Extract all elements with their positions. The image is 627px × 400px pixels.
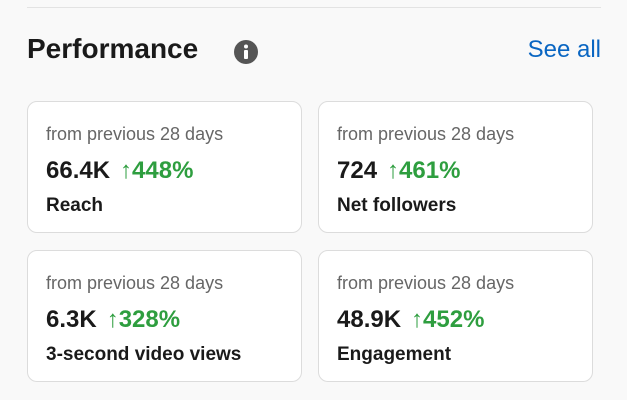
card-subtitle: from previous 28 days bbox=[46, 273, 224, 293]
card-subtitle: from previous 28 days bbox=[46, 124, 224, 144]
metric-label: 3-second video views bbox=[46, 344, 242, 365]
metric-card[interactable]: from previous 28 days 48.9K ↑452% Engagemen… bbox=[318, 250, 593, 382]
metric-row: 724 ↑461% bbox=[337, 157, 460, 185]
metric-value: 724 bbox=[337, 157, 378, 184]
metric-value: 66.4K bbox=[46, 157, 111, 184]
card-subtitle: from previous 28 days bbox=[337, 124, 515, 144]
metric-card[interactable]: from previous 28 days 6.3K ↑328% 3-second v… bbox=[27, 250, 302, 382]
separator bbox=[27, 7, 601, 8]
metric-row: 48.9K ↑452% bbox=[337, 306, 484, 334]
see-all-link[interactable]: See all bbox=[527, 36, 601, 63]
metric-row: 6.3K ↑328% bbox=[46, 306, 180, 334]
metric-change: ↑452% bbox=[411, 306, 485, 333]
metric-row: 66.4K ↑448% bbox=[46, 157, 193, 185]
metric-label: Net followers bbox=[337, 195, 457, 216]
metric-value: 6.3K bbox=[46, 306, 97, 333]
metric-card[interactable]: from previous 28 days 66.4K ↑448% Reach bbox=[27, 101, 302, 233]
metric-value: 48.9K bbox=[337, 306, 402, 333]
info-icon[interactable] bbox=[233, 39, 259, 65]
metric-card[interactable]: from previous 28 days 724 ↑461% Net followe… bbox=[318, 101, 593, 233]
metric-label: Engagement bbox=[337, 344, 452, 365]
metric-change: ↑328% bbox=[106, 306, 181, 333]
metric-change: ↑448% bbox=[120, 157, 194, 184]
metric-label: Reach bbox=[46, 195, 104, 216]
card-subtitle: from previous 28 days bbox=[337, 273, 515, 293]
section-title: Performance bbox=[27, 33, 199, 64]
metric-change: ↑461% bbox=[387, 157, 461, 184]
